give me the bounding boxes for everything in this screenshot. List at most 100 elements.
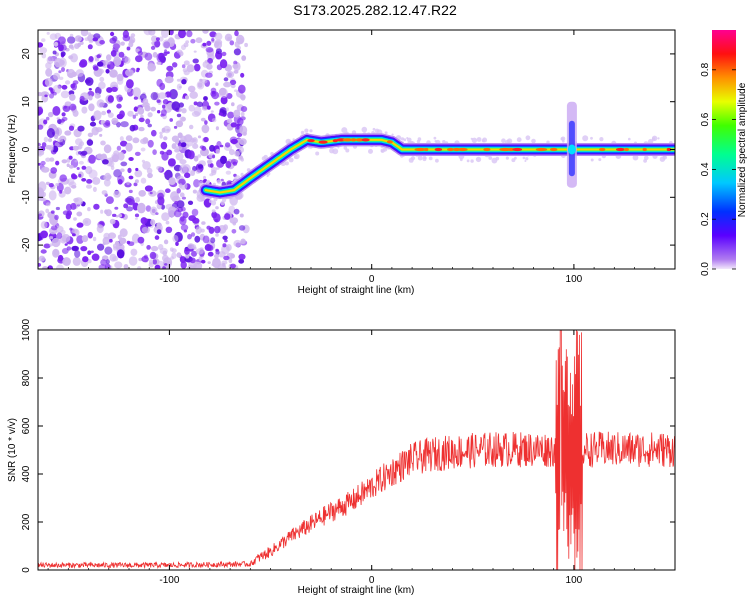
noise-speckle [170,39,175,44]
noise-speckle [106,174,112,180]
noise-speckle [99,76,105,82]
ridge-hotspot [615,147,625,152]
noise-speckle [138,190,146,197]
noise-speckle [137,50,143,56]
noise-speckle [187,233,192,240]
noise-speckle [233,239,242,248]
noise-speckle [221,51,227,57]
noise-speckle [38,263,42,267]
noise-speckle [192,138,197,142]
noise-speckle [47,138,53,143]
noise-speckle [185,95,189,100]
noise-speckle [135,196,140,203]
noise-speckle [120,121,129,128]
chart-title: S173.2025.282.12.47.R22 [293,2,457,18]
noise-speckle [99,220,105,225]
snr-series-line [38,330,675,570]
noise-speckle [55,206,61,211]
noise-speckle [161,109,167,117]
noise-speckle [61,84,68,90]
noise-speckle [46,128,56,138]
noise-speckle [48,183,54,188]
noise-speckle [103,179,111,187]
noise-speckle [77,42,81,48]
noise-speckle [206,159,213,164]
noise-speckle [184,134,193,143]
noise-speckle [169,89,178,100]
noise-speckle [59,190,63,194]
ridge-halo [599,137,604,142]
noise-speckle [88,56,94,62]
snr-ylabel: SNR (10 * v/v) [7,418,18,482]
noise-speckle [152,51,158,58]
noise-speckle [175,152,184,161]
noise-speckle [202,179,206,184]
noise-speckle [78,151,83,155]
noise-speckle [234,30,239,37]
noise-speckle [61,112,66,117]
ridge-halo [582,135,589,142]
noise-speckle [187,85,196,93]
noise-speckle [66,246,72,251]
noise-speckle [224,142,231,148]
ridge-halo [434,140,437,143]
noise-speckle [126,46,131,51]
noise-speckle [225,161,232,169]
colorbar-axes: 0.0 0.2 0.4 0.6 0.8 [700,62,736,276]
noise-speckle [196,101,204,108]
noise-speckle [207,261,211,264]
noise-speckle [78,60,87,68]
noise-speckle [165,188,171,193]
noise-speckle [215,82,219,86]
ridge-halo [400,137,405,141]
noise-speckle [212,257,221,269]
noise-speckle [172,62,178,68]
snr-ytick-label: 400 [21,465,32,482]
noise-speckle [116,73,124,82]
noise-speckle [81,106,88,114]
noise-speckle [81,178,87,182]
noise-speckle [109,37,117,44]
noise-speckle [232,63,239,69]
noise-speckle [179,164,188,174]
noise-speckle [103,122,111,128]
noise-speckle [43,243,51,249]
noise-speckle [55,160,60,166]
noise-speckle [222,262,226,267]
noise-speckle [202,30,209,34]
noise-speckle [88,103,95,112]
noise-speckle [102,242,106,246]
noise-speckle [223,81,232,88]
noise-speckle [179,51,184,57]
noise-speckle [85,77,94,86]
noise-speckle [45,68,53,77]
noise-speckle [146,245,151,250]
noise-speckle [135,167,139,172]
spectrogram-xlabel: Height of straight line (km) [298,285,415,296]
noise-speckle [144,52,153,61]
noise-speckle [128,256,138,266]
noise-speckle [229,217,239,224]
ridge-halo [628,137,631,141]
noise-speckle [239,138,247,146]
noise-speckle [166,149,173,156]
noise-speckle [190,38,196,44]
ridge-halo [471,137,478,143]
ridge-hotspot [483,147,491,152]
noise-speckle [76,222,84,228]
noise-speckle [38,42,44,48]
noise-speckle [218,112,223,116]
noise-speckle [64,243,68,246]
noise-speckle [58,70,62,74]
noise-speckle [57,137,64,143]
noise-speckle [41,166,50,173]
ridge-hotspot [386,140,393,144]
noise-speckle [100,209,104,214]
noise-speckle [163,257,173,268]
noise-speckle [191,244,197,249]
noise-speckle [184,172,191,179]
noise-speckle [142,98,149,105]
noise-speckle [171,135,179,143]
noise-speckle [105,259,110,265]
